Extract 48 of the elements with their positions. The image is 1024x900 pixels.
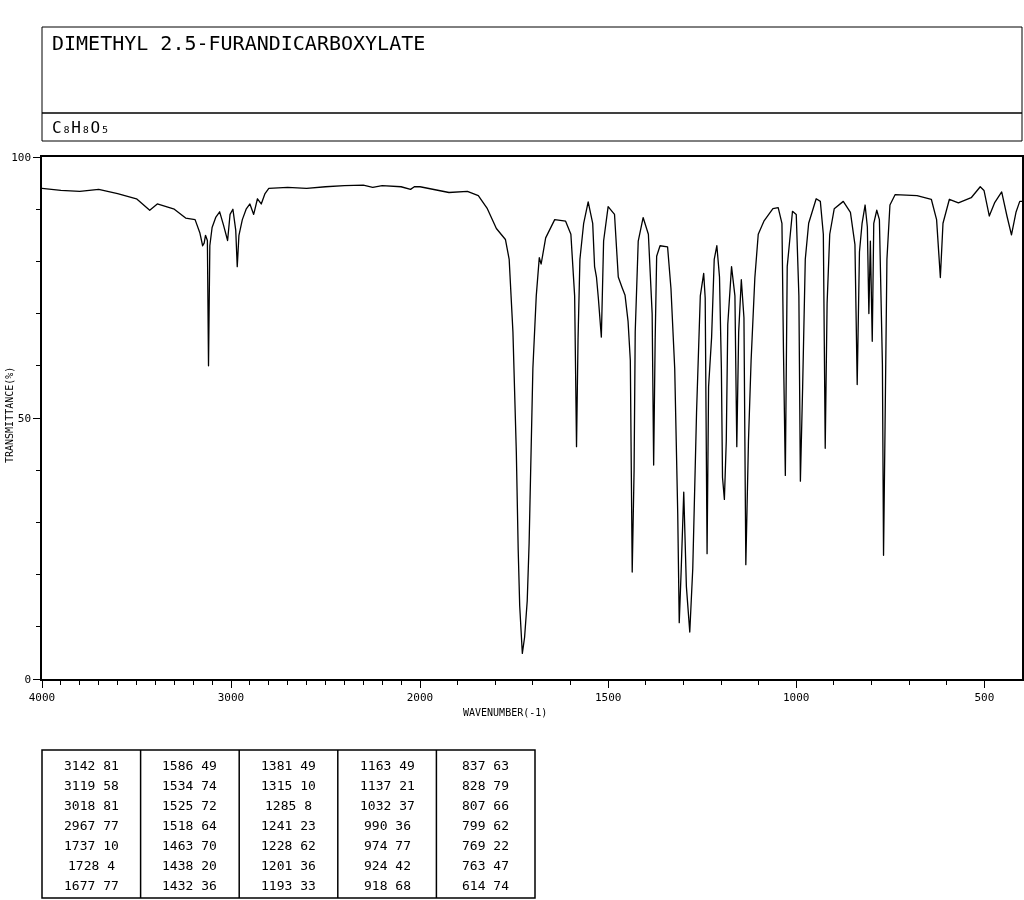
y-tick-label: 0 [24, 672, 32, 686]
text: 1525 72 [162, 798, 217, 813]
text: 1518 64 [162, 818, 217, 833]
text: 1032 37 [360, 798, 415, 813]
text: 1463 70 [162, 838, 217, 853]
x-tick-label: 1500 [594, 690, 622, 704]
y-tick-label: 100 [11, 150, 32, 164]
text: 1432 36 [162, 878, 217, 893]
text: 1137 21 [360, 778, 415, 793]
text: 918 68 [364, 878, 411, 893]
text: 1241 23 [261, 818, 316, 833]
y-tick-label: 50 [17, 411, 32, 425]
x-tick-label: 500 [974, 690, 995, 704]
chart-title: DIMETHYL 2.5-FURANDICARBOXYLATE [52, 31, 426, 55]
y-axis-title: TRANSMITTANCE(%) [4, 366, 15, 463]
text: 3119 58 [64, 778, 119, 793]
text: 828 79 [462, 778, 509, 793]
text: 1381 49 [261, 758, 316, 773]
x-tick-label: 2000 [406, 690, 434, 704]
text: 1534 74 [162, 778, 217, 793]
text: 807 66 [462, 798, 509, 813]
text: 974 77 [364, 838, 411, 853]
text: 3142 81 [64, 758, 119, 773]
text: 763 47 [462, 858, 509, 873]
text: 1677 77 [64, 878, 119, 893]
text: 1228 62 [261, 838, 316, 853]
text: 2967 77 [64, 818, 119, 833]
text: 1586 49 [162, 758, 217, 773]
x-tick-label: 1000 [783, 690, 810, 704]
text: 799 62 [462, 818, 509, 833]
x-tick-label: 3000 [217, 690, 245, 704]
text: 1201 36 [261, 858, 316, 873]
text: 1438 20 [162, 858, 217, 873]
text: 1193 33 [261, 878, 316, 893]
text: 1728 4 [68, 858, 116, 873]
text: 1737 10 [64, 838, 119, 853]
x-tick-label: 4000 [28, 690, 56, 704]
text: 990 36 [364, 818, 411, 833]
text: 3018 81 [64, 798, 119, 813]
text: 837 63 [462, 758, 509, 773]
chart-subtitle: C₈H₈O₅ [52, 118, 110, 137]
text: 1315 10 [261, 778, 316, 793]
x-axis-title: WAVENUMBER(-1) [463, 707, 548, 718]
text: 769 22 [462, 838, 509, 853]
text: 1285 8 [265, 798, 312, 813]
text: 1163 49 [360, 758, 415, 773]
text: 614 74 [462, 878, 510, 893]
text: 924 42 [364, 858, 411, 873]
